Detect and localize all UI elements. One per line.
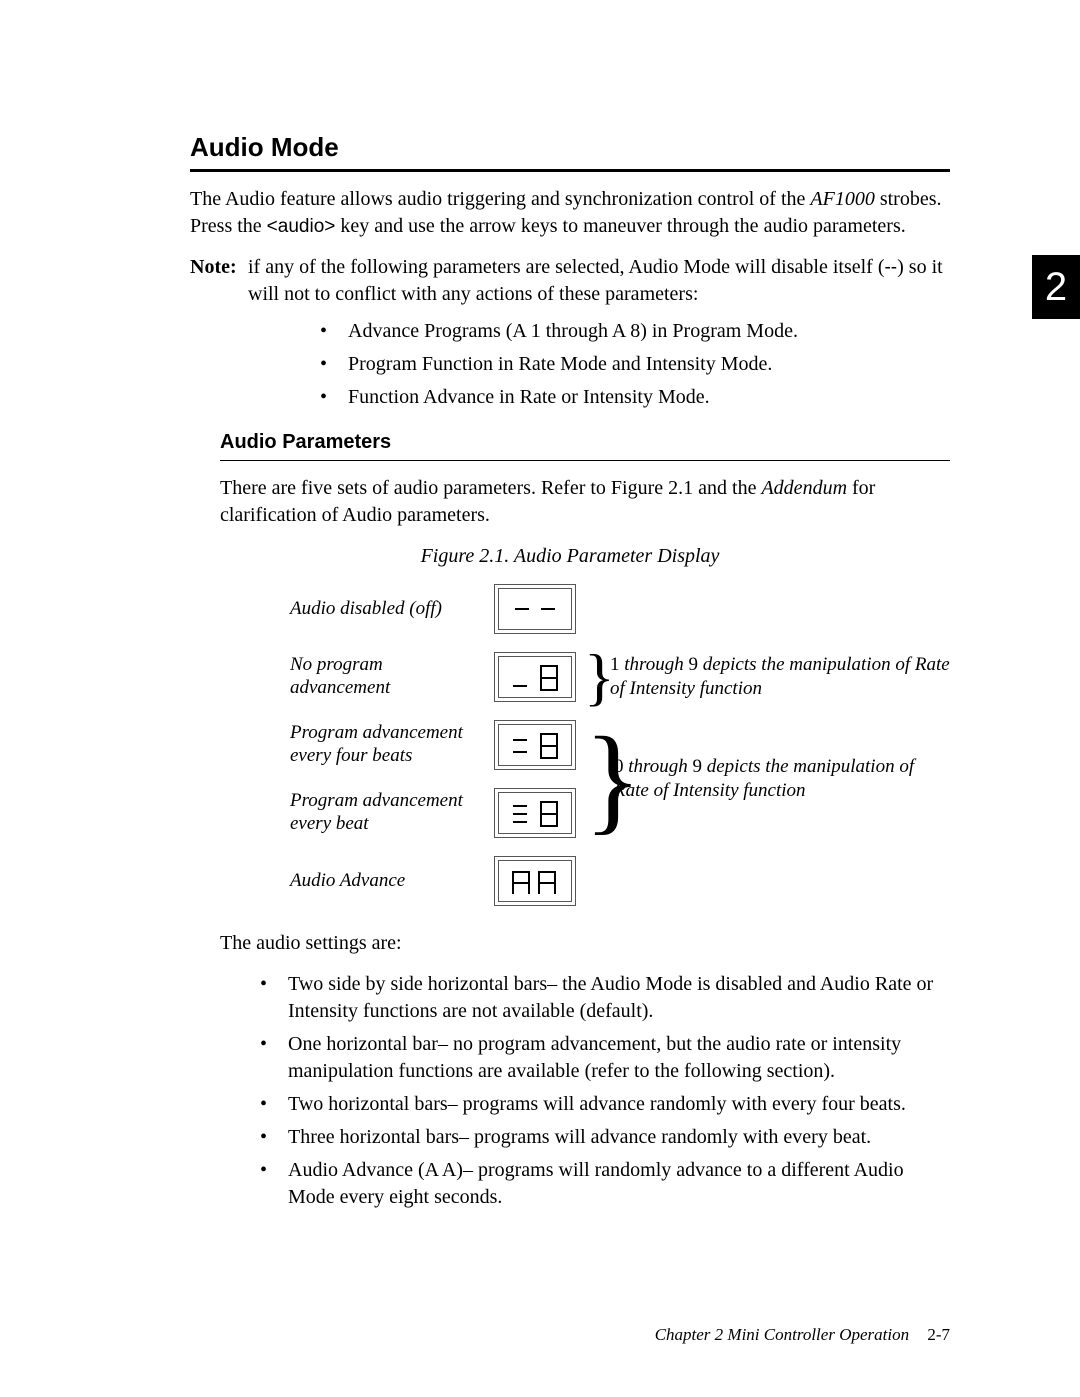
- section-title: Audio Mode: [190, 130, 950, 165]
- display-box-disabled: [494, 584, 576, 634]
- list-item: One horizontal bar– no program advanceme…: [260, 1031, 950, 1085]
- list-item: Function Advance in Rate or Intensity Mo…: [320, 384, 950, 411]
- model-name: AF1000: [810, 188, 874, 210]
- display-box-four-beats: [494, 720, 576, 770]
- figure-annotation: } 1 through 9 depicts the manipulation o…: [590, 653, 950, 701]
- note-body: if any of the following parameters are s…: [248, 254, 950, 308]
- chapter-thumb-tab: 2: [1032, 255, 1080, 319]
- display-box-audio-advance: [494, 856, 576, 906]
- ann-num: 9: [688, 654, 698, 675]
- footer-chapter: Chapter 2 Mini Controller Operation: [655, 1325, 909, 1344]
- subintro-a: There are five sets of audio parameters.…: [220, 477, 761, 499]
- intro-text-c: key and use the arrow keys to maneuver t…: [335, 215, 905, 237]
- figure-row-label: No program advancement: [290, 654, 480, 700]
- glyph-two-dashes-icon: [505, 594, 565, 624]
- note-text-a: if any of the following parameters are s…: [248, 256, 884, 278]
- glyph-twobars-digit-icon: [505, 728, 565, 762]
- figure-row: Program advancement every four beats: [290, 720, 590, 770]
- figure-row: Audio disabled (off): [290, 584, 950, 634]
- note-block: Note: if any of the following parameters…: [190, 254, 950, 308]
- subsection-title: Audio Parameters: [220, 429, 950, 456]
- intro-paragraph: The Audio feature allows audio triggerin…: [190, 186, 950, 240]
- display-box-every-beat: [494, 788, 576, 838]
- ann-num: 9: [692, 756, 702, 777]
- figure-audio-parameter-display: Audio disabled (off) No program advancem…: [290, 584, 950, 906]
- list-item: Program Function in Rate Mode and Intens…: [320, 351, 950, 378]
- subsection-intro: There are five sets of audio parameters.…: [220, 475, 950, 529]
- figure-row-label: Audio disabled (off): [290, 598, 480, 621]
- note-dash: --: [884, 257, 897, 278]
- settings-bullet-list: Two side by side horizontal bars– the Au…: [190, 971, 950, 1211]
- glyph-threebars-digit-icon: [505, 796, 565, 830]
- figure-row: Audio Advance: [290, 856, 950, 906]
- footer-page-number: 2-7: [927, 1325, 950, 1344]
- audio-key-label: <audio>: [267, 216, 336, 237]
- page: 2 Audio Mode The Audio feature allows au…: [0, 0, 1080, 1397]
- figure-annotation: } 0 through 9 depicts the manipulation o…: [590, 755, 950, 803]
- display-box-no-advance: [494, 652, 576, 702]
- note-bullet-list: Advance Programs (A 1 through A 8) in Pr…: [190, 318, 950, 411]
- subsection-rule: [220, 460, 950, 461]
- figure-row-label: Audio Advance: [290, 870, 480, 893]
- addendum-ref: Addendum: [761, 477, 847, 499]
- brace-icon: }: [584, 734, 642, 824]
- glyph-aa-icon: [505, 864, 565, 898]
- figure-row: Program advancement every beat: [290, 788, 590, 838]
- settings-lead: The audio settings are:: [220, 930, 950, 957]
- figure-row: No program advancement } 1 through 9 dep…: [290, 652, 950, 702]
- note-label: Note:: [190, 254, 248, 308]
- figure-row-label: Program advancement every beat: [290, 790, 480, 836]
- figure-caption: Figure 2.1. Audio Parameter Display: [190, 543, 950, 570]
- chapter-number: 2: [1045, 260, 1067, 314]
- list-item: Audio Advance (A A)– programs will rando…: [260, 1157, 950, 1211]
- page-footer: Chapter 2 Mini Controller Operation 2-7: [655, 1324, 950, 1347]
- figure-group: Program advancement every four beats: [290, 720, 950, 838]
- intro-text-a: The Audio feature allows audio triggerin…: [190, 188, 810, 210]
- list-item: Advance Programs (A 1 through A 8) in Pr…: [320, 318, 950, 345]
- glyph-dash-digit-icon: [505, 660, 565, 694]
- title-rule: [190, 169, 950, 172]
- figure-row-label: Program advancement every four beats: [290, 722, 480, 768]
- brace-icon: }: [584, 653, 615, 701]
- list-item: Two side by side horizontal bars– the Au…: [260, 971, 950, 1025]
- list-item: Two horizontal bars– programs will advan…: [260, 1091, 950, 1118]
- list-item: Three horizontal bars– programs will adv…: [260, 1124, 950, 1151]
- ann-mid: through: [620, 654, 689, 675]
